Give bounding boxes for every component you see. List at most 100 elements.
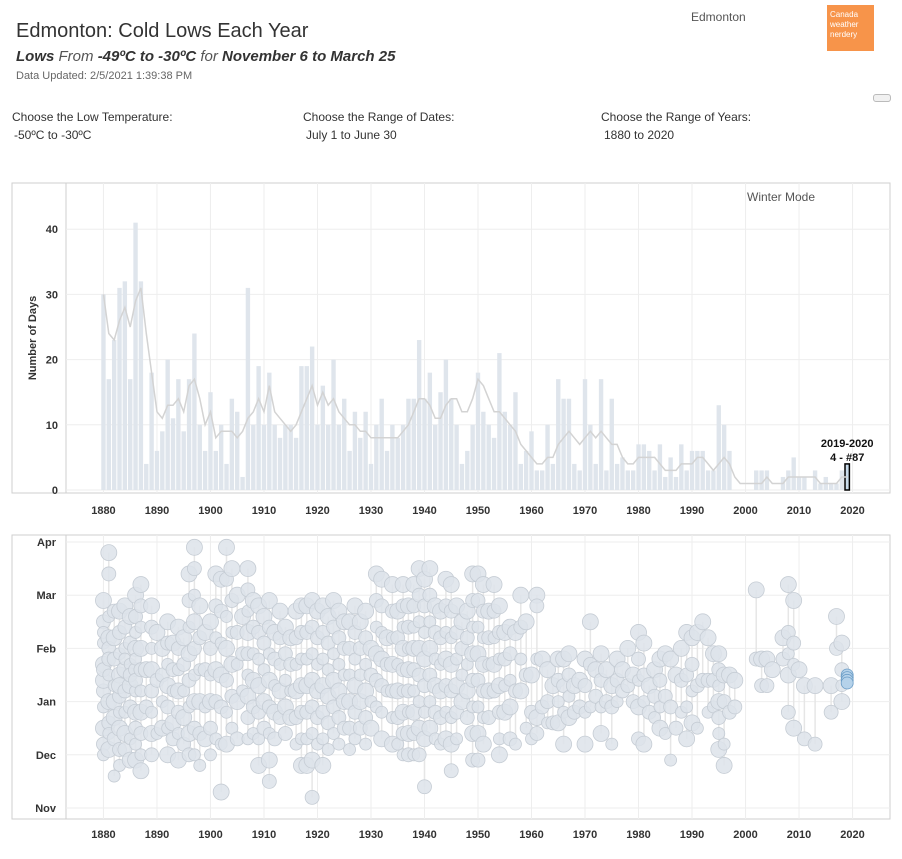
bar[interactable]	[390, 424, 395, 490]
bar[interactable]	[614, 463, 620, 490]
bar[interactable]	[491, 437, 497, 490]
bar[interactable]	[427, 372, 433, 490]
bar[interactable]	[325, 424, 331, 490]
bar[interactable]	[786, 470, 791, 490]
bar[interactable]	[395, 437, 400, 490]
bar[interactable]	[438, 392, 443, 490]
bar[interactable]	[566, 398, 572, 490]
bar[interactable]	[828, 483, 834, 490]
bar[interactable]	[470, 424, 475, 490]
bar[interactable]	[513, 392, 518, 490]
bar[interactable]	[577, 470, 582, 490]
bar[interactable]	[668, 457, 673, 490]
bar[interactable]	[663, 476, 668, 490]
bar[interactable]	[411, 398, 416, 490]
bar[interactable]	[791, 457, 796, 490]
bar[interactable]	[256, 366, 261, 490]
bar[interactable]	[550, 463, 556, 490]
bar[interactable]	[641, 444, 647, 490]
bar[interactable]	[384, 450, 390, 490]
bar[interactable]	[459, 463, 465, 490]
bar[interactable]	[133, 222, 138, 490]
bar[interactable]	[443, 359, 449, 490]
bar[interactable]	[192, 333, 197, 490]
bar[interactable]	[299, 366, 304, 490]
filter-temperature-select[interactable]: -50ºC to -30ºC	[14, 128, 92, 142]
bar[interactable]	[754, 470, 759, 490]
bar[interactable]	[144, 463, 149, 490]
bar[interactable]	[540, 470, 545, 490]
bar[interactable]	[368, 463, 374, 490]
bar[interactable]	[727, 450, 732, 490]
bar[interactable]	[117, 287, 122, 490]
bar[interactable]	[283, 424, 288, 490]
bar[interactable]	[347, 450, 352, 490]
bar[interactable]	[716, 405, 721, 490]
winter-mode-label[interactable]: Winter Mode	[747, 190, 815, 204]
bar[interactable]	[101, 294, 106, 490]
bar[interactable]	[475, 372, 481, 490]
bar[interactable]	[309, 346, 315, 490]
bar[interactable]	[224, 463, 229, 490]
bar[interactable]	[251, 424, 256, 490]
bar[interactable]	[647, 450, 652, 490]
bar[interactable]	[165, 359, 170, 490]
bar[interactable]	[374, 424, 379, 490]
bar[interactable]	[235, 411, 240, 490]
bar[interactable]	[684, 470, 689, 490]
bar[interactable]	[138, 281, 144, 490]
filter-years-select[interactable]: 1880 to 2020	[604, 128, 675, 142]
bar[interactable]	[630, 470, 636, 490]
bar[interactable]	[358, 437, 363, 490]
bar[interactable]	[486, 424, 491, 490]
bar[interactable]	[636, 444, 641, 490]
bar[interactable]	[679, 444, 684, 490]
bar[interactable]	[796, 476, 802, 490]
bar[interactable]	[588, 424, 593, 490]
bar[interactable]	[202, 450, 208, 490]
bar[interactable]	[213, 450, 219, 490]
bar[interactable]	[218, 424, 224, 490]
bar[interactable]	[812, 470, 818, 490]
bar[interactable]	[705, 470, 711, 490]
bar[interactable]	[529, 431, 534, 490]
bar[interactable]	[267, 372, 272, 490]
bar[interactable]	[106, 379, 111, 490]
bar[interactable]	[293, 437, 299, 490]
bar[interactable]	[433, 424, 438, 490]
bar[interactable]	[331, 359, 336, 490]
bar[interactable]	[400, 424, 406, 490]
bar[interactable]	[111, 340, 117, 490]
bar[interactable]	[379, 398, 384, 490]
bar[interactable]	[711, 470, 716, 490]
bar[interactable]	[181, 431, 186, 490]
filter-dates-select[interactable]: July 1 to June 30	[306, 128, 397, 142]
bar[interactable]	[700, 450, 705, 490]
bar[interactable]	[523, 450, 529, 490]
bar[interactable]	[449, 398, 454, 490]
bar[interactable]	[593, 463, 598, 490]
bar[interactable]	[272, 424, 277, 490]
bar[interactable]	[406, 398, 411, 490]
bar[interactable]	[363, 411, 368, 490]
bar[interactable]	[170, 418, 176, 490]
bar[interactable]	[689, 450, 695, 490]
bar[interactable]	[160, 431, 165, 490]
bar[interactable]	[652, 470, 657, 490]
bar[interactable]	[604, 470, 609, 490]
bar[interactable]	[534, 470, 540, 490]
bar[interactable]	[122, 281, 128, 490]
bar[interactable]	[518, 463, 523, 490]
bar[interactable]	[620, 457, 625, 490]
bar[interactable]	[288, 424, 293, 490]
bar[interactable]	[465, 450, 470, 490]
bar[interactable]	[315, 424, 320, 490]
logo[interactable]: Canada weather nerdery	[827, 5, 874, 51]
bar[interactable]	[186, 379, 192, 490]
bar[interactable]	[502, 411, 507, 490]
bar[interactable]	[245, 287, 251, 490]
bar[interactable]	[695, 450, 700, 490]
bar[interactable]	[277, 437, 283, 490]
bar[interactable]	[336, 424, 342, 490]
